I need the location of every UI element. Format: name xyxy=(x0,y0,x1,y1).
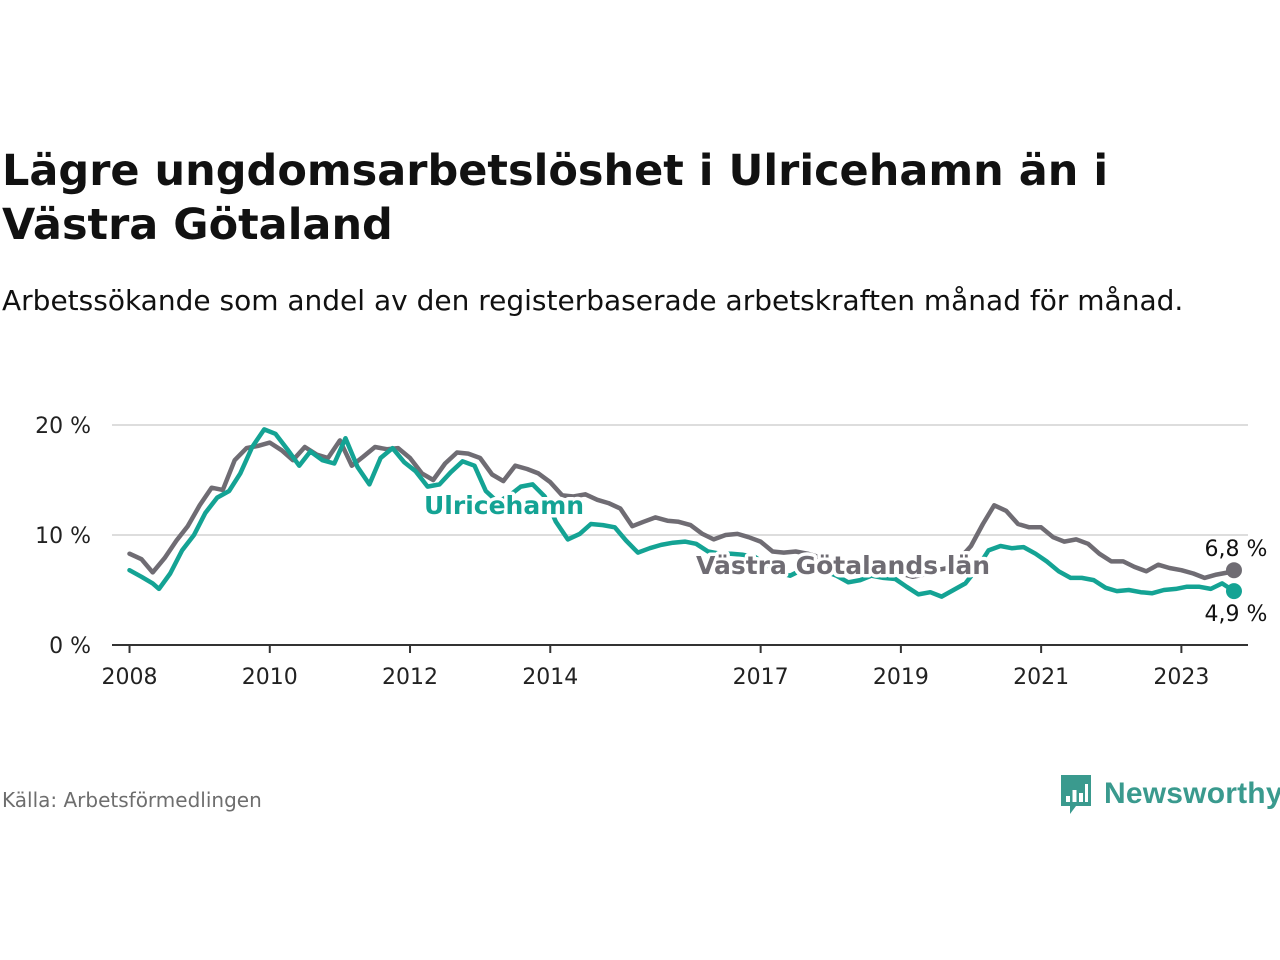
x-tick-label: 2017 xyxy=(733,665,789,690)
y-tick-label: 0 % xyxy=(49,634,91,659)
series-line-ulricehamn xyxy=(127,427,1237,599)
end-label-vgl: 6,8 % xyxy=(1205,537,1268,562)
y-tick-label: 10 % xyxy=(35,524,91,549)
series-endpoint-vgl xyxy=(1225,562,1242,579)
y-tick-label: 20 % xyxy=(35,414,91,439)
x-tick-label: 2010 xyxy=(242,665,298,690)
x-tick-label: 2021 xyxy=(1013,665,1069,690)
series-label-ulricehamn: Ulricehamn xyxy=(424,491,584,520)
series-lines xyxy=(127,427,1242,600)
source-note: Källa: Arbetsförmedlingen xyxy=(2,788,262,812)
x-tick-label: 2019 xyxy=(873,665,929,690)
x-tick-label: 2014 xyxy=(522,665,578,690)
newsworthy-logo-text: Newsworthy xyxy=(1104,777,1280,810)
chart-subtitle: Arbetssökande som andel av den registerb… xyxy=(2,284,1184,317)
y-axis-labels: 0 % 10 % 20 % xyxy=(35,414,91,659)
chart-title: Lägre ungdomsarbetslöshet i Ulricehamn ä… xyxy=(2,146,1109,250)
series-labels: Ulricehamn Västra Götalands län 6,8 % 4,9 % xyxy=(421,488,1270,630)
x-axis xyxy=(112,644,1248,653)
x-tick-label: 2008 xyxy=(102,665,158,690)
series-label-vgl: Västra Götalands län xyxy=(696,551,990,580)
newsworthy-logo: Newsworthy xyxy=(1058,772,1280,816)
newsworthy-logo-icon xyxy=(1061,775,1091,814)
x-tick-label: 2012 xyxy=(382,665,438,690)
x-tick-label: 2023 xyxy=(1153,665,1209,690)
line-chart: 0 % 10 % 20 % 2008 2010 2012 2014 2017 2019 2021… xyxy=(35,414,1270,690)
x-axis-labels: 2008 2010 2012 2014 2017 2019 2021 2023 xyxy=(102,665,1210,690)
end-label-ulricehamn: 4,9 % xyxy=(1205,602,1268,627)
series-endpoint-ulricehamn xyxy=(1225,583,1242,600)
gridlines xyxy=(112,424,1248,536)
